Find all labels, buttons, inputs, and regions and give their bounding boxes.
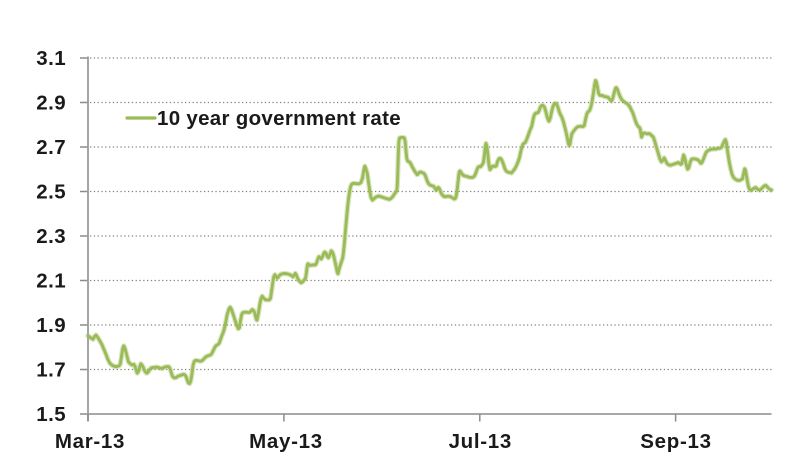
- svg-text:Jul-13: Jul-13: [449, 430, 512, 453]
- svg-text:May-13: May-13: [249, 430, 323, 453]
- svg-text:2.1: 2.1: [36, 270, 66, 293]
- svg-text:Sep-13: Sep-13: [640, 430, 711, 453]
- svg-text:1.5: 1.5: [36, 403, 66, 426]
- svg-text:3.1: 3.1: [36, 47, 66, 70]
- svg-text:1.7: 1.7: [36, 359, 66, 382]
- svg-text:1.9: 1.9: [36, 314, 66, 337]
- svg-text:10 year government rate: 10 year government rate: [157, 107, 401, 130]
- svg-text:2.9: 2.9: [36, 92, 66, 115]
- svg-text:Mar-13: Mar-13: [55, 430, 125, 453]
- svg-text:2.5: 2.5: [36, 181, 66, 204]
- svg-text:2.3: 2.3: [36, 225, 66, 248]
- svg-text:2.7: 2.7: [36, 136, 66, 159]
